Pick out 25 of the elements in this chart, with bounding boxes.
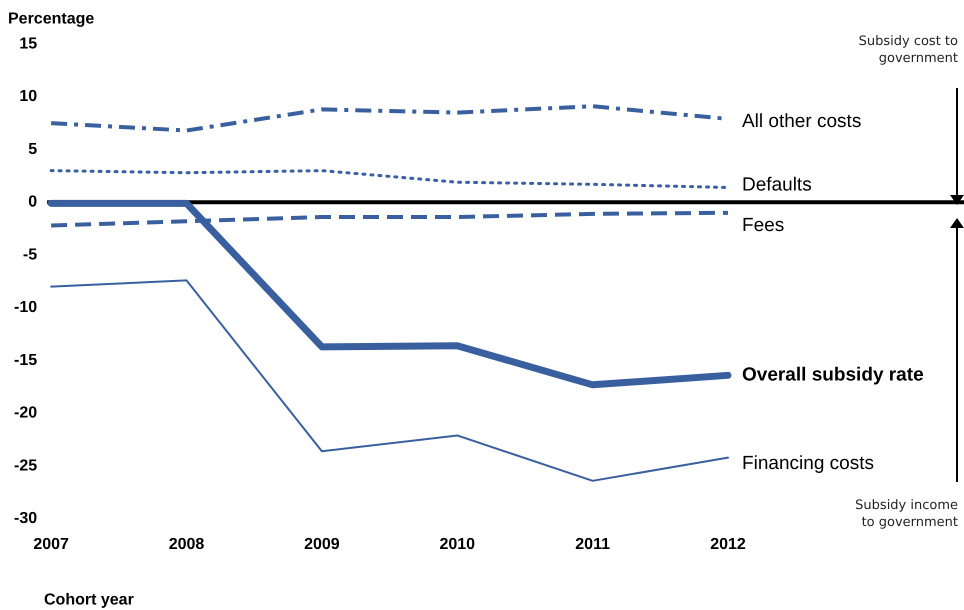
y-tick-label: 10 [19, 88, 38, 106]
y-tick-label: -5 [22, 246, 38, 264]
x-tick-label: 2011 [575, 536, 610, 553]
series-label: Financing costs [742, 452, 874, 474]
y-tick-label: 5 [28, 140, 38, 158]
x-tick-label: 2007 [33, 536, 70, 553]
y-tick-label: -25 [14, 457, 38, 474]
y-tick-label: -20 [14, 404, 38, 422]
text: Subsidy cost to government [858, 33, 958, 67]
y-axis-title: Percentage [8, 10, 94, 28]
text: Subsidy income to government [854, 497, 958, 531]
series-label: Defaults [742, 174, 812, 196]
x-tick-label: 2009 [304, 536, 340, 553]
series-label: Overall subsidy rate [742, 364, 924, 386]
series-label: Fees [742, 215, 784, 236]
x-tick-label: 2012 [710, 536, 746, 553]
x-axis-title: Cohort year [44, 591, 134, 608]
y-tick-label: 15 [19, 35, 38, 52]
series-label: All other costs [742, 111, 862, 132]
x-tick-label: 2010 [439, 536, 476, 553]
y-tick-label: -30 [14, 510, 38, 528]
y-tick-label: -10 [14, 299, 38, 316]
y-tick-label: -15 [14, 352, 38, 369]
x-tick-label: 2008 [168, 536, 204, 553]
y-tick-label: 0 [28, 194, 38, 211]
